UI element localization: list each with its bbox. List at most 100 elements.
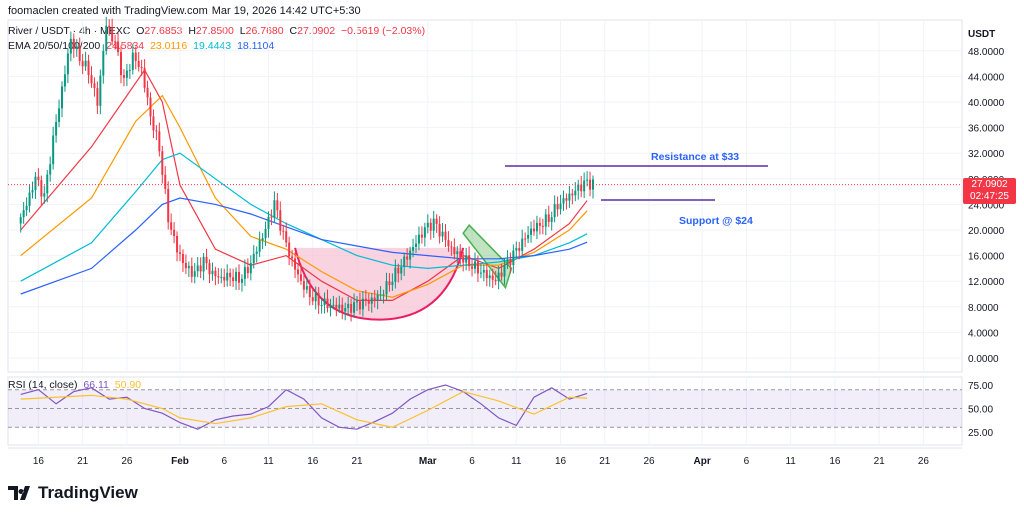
candle-body [226, 272, 229, 281]
candle-body [93, 83, 96, 89]
candle-body [556, 204, 559, 210]
candle-body [99, 75, 102, 106]
candle-body [574, 190, 577, 196]
time-tick-label: 21 [351, 456, 363, 467]
candle-body [205, 256, 208, 264]
price-tick-label: 12.0000 [968, 277, 1005, 288]
rsi-label[interactable]: RSI (14, close) [8, 379, 78, 391]
candle-body [81, 61, 84, 67]
candle-body [72, 38, 75, 50]
ema50-value: 23.0116 [150, 40, 188, 52]
candle-body [43, 193, 46, 197]
candle-body [482, 269, 485, 273]
candle-body [497, 272, 500, 282]
time-tick-label: 16 [307, 456, 319, 467]
candle-body [179, 252, 181, 254]
chart-header: foomaclen created with TradingView.com Ma… [8, 5, 365, 17]
candle-body [305, 286, 308, 290]
candle-body [202, 256, 205, 272]
candle-body [75, 46, 78, 50]
price-pane-border [7, 19, 963, 373]
time-tick-label: 21 [874, 456, 886, 467]
time-tick-label: 21 [77, 456, 89, 467]
candle-body [527, 234, 530, 239]
chart-canvas[interactable]: 0.0000 4.0000 8.0000 12.0000 16.0000 20.0000 2… [0, 0, 1024, 475]
candle-body [299, 274, 302, 281]
candle-body [580, 184, 583, 192]
time-tick-label: 26 [643, 456, 655, 467]
rsi-tick-label: 75.00 [968, 381, 993, 392]
rsi-legend[interactable]: RSI (14, close) 66.11 50.90 [8, 379, 141, 391]
candle-body [252, 253, 255, 264]
candle-body [353, 302, 356, 313]
candle-body [143, 68, 146, 88]
candle-body [273, 200, 276, 218]
candle-body [264, 228, 267, 239]
candle-body [61, 86, 63, 109]
candle-body [184, 262, 187, 269]
author-text: foomaclen created with TradingView.com [8, 5, 208, 17]
candle-body [34, 176, 37, 191]
candle-body [471, 266, 474, 269]
time-tick-label: 6 [221, 456, 227, 467]
candle-body [155, 130, 158, 132]
candle-body [417, 234, 420, 244]
rsi-tick-label: 25.00 [968, 428, 993, 439]
close-value: 27.0902 [297, 25, 336, 37]
candle-body [577, 184, 580, 191]
candle-body [571, 193, 574, 196]
candle-body [173, 229, 176, 236]
candle-body [512, 250, 515, 265]
tradingview-logo[interactable]: TradingView [8, 483, 138, 503]
candle-body [361, 298, 364, 310]
candle-body [84, 60, 87, 67]
candle-body [562, 198, 565, 204]
candle-body [302, 280, 305, 290]
time-tick-label: Feb [171, 456, 189, 467]
candle-body [320, 304, 323, 306]
candle-body [388, 281, 391, 285]
candle-body [161, 151, 164, 175]
candle-body [329, 304, 332, 309]
time-tick-label: 6 [744, 456, 750, 467]
candle-body [58, 108, 61, 122]
candle-body [258, 240, 261, 252]
candle-body [412, 246, 415, 251]
candle-body [382, 294, 385, 296]
candle-body [255, 251, 258, 254]
candle-body [565, 198, 568, 201]
change-value: −0.5619 (−2.03%) [341, 25, 426, 37]
candle-body [31, 190, 34, 193]
candle-body [37, 176, 40, 181]
candle-body [52, 135, 55, 165]
candle-body [120, 52, 122, 76]
candle-body [270, 216, 273, 218]
time-tick-label: 16 [33, 456, 45, 467]
candle-body [476, 261, 479, 274]
candle-body [108, 25, 111, 28]
cup-pattern-outline [294, 247, 465, 321]
price-tick-label: 44.0000 [968, 72, 1005, 83]
candle-body [432, 218, 435, 231]
candle-body [314, 293, 317, 302]
candle-body [125, 70, 128, 78]
candle-body [152, 116, 155, 131]
candle-body [114, 41, 117, 43]
candle-body [282, 230, 285, 232]
candle-body [158, 131, 161, 152]
candle-body [211, 270, 214, 275]
candle-body [423, 227, 426, 238]
price-tick-label: 36.0000 [968, 124, 1005, 135]
time-tick-label: 6 [469, 456, 475, 467]
current-price: 27.0902 [971, 179, 1008, 190]
candle-body [291, 256, 294, 259]
candle-body [190, 266, 193, 277]
current-price-tag: 27.0902 02:47:25 [963, 178, 1016, 204]
candle-body [140, 66, 143, 69]
candle-body [447, 239, 450, 247]
candle-body [400, 266, 403, 274]
candle-body [96, 88, 99, 106]
candle-body [105, 25, 108, 51]
candle-body [246, 267, 249, 274]
candle-body [137, 60, 140, 67]
